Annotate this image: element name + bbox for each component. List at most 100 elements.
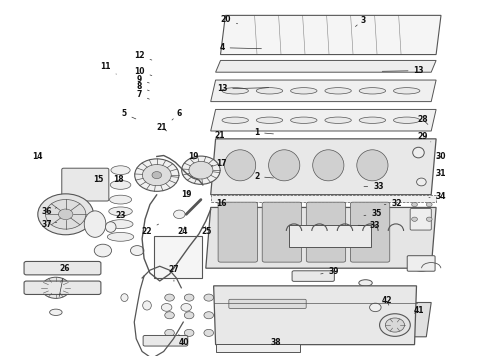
Text: 8: 8 bbox=[137, 82, 149, 91]
Ellipse shape bbox=[357, 150, 388, 181]
Text: 37: 37 bbox=[42, 220, 57, 229]
Polygon shape bbox=[206, 207, 436, 268]
Circle shape bbox=[130, 246, 144, 256]
Text: 41: 41 bbox=[414, 306, 424, 315]
Circle shape bbox=[47, 282, 65, 294]
Circle shape bbox=[168, 242, 181, 251]
FancyBboxPatch shape bbox=[143, 336, 188, 346]
Circle shape bbox=[385, 318, 405, 332]
FancyBboxPatch shape bbox=[292, 271, 334, 282]
Ellipse shape bbox=[393, 117, 420, 123]
Ellipse shape bbox=[222, 117, 248, 123]
Polygon shape bbox=[211, 139, 436, 195]
Text: 21: 21 bbox=[156, 123, 167, 132]
Ellipse shape bbox=[256, 117, 283, 123]
FancyBboxPatch shape bbox=[24, 261, 101, 275]
FancyBboxPatch shape bbox=[289, 317, 371, 339]
Polygon shape bbox=[214, 286, 416, 345]
Circle shape bbox=[184, 294, 194, 301]
Circle shape bbox=[204, 312, 214, 319]
Ellipse shape bbox=[413, 147, 424, 158]
FancyBboxPatch shape bbox=[407, 256, 435, 271]
Circle shape bbox=[380, 314, 410, 336]
Circle shape bbox=[94, 244, 112, 257]
Ellipse shape bbox=[108, 220, 133, 229]
Polygon shape bbox=[211, 109, 436, 131]
Text: 20: 20 bbox=[220, 15, 238, 24]
Circle shape bbox=[204, 329, 214, 336]
Text: 29: 29 bbox=[417, 132, 431, 142]
Text: 6: 6 bbox=[172, 109, 181, 120]
Text: 15: 15 bbox=[93, 175, 103, 184]
Circle shape bbox=[426, 217, 432, 221]
Circle shape bbox=[42, 277, 70, 298]
Polygon shape bbox=[216, 60, 436, 72]
Text: 32: 32 bbox=[384, 199, 402, 208]
Text: 12: 12 bbox=[134, 51, 152, 60]
Text: 18: 18 bbox=[113, 173, 129, 184]
Text: 19: 19 bbox=[188, 152, 198, 161]
Ellipse shape bbox=[121, 294, 128, 301]
Text: 9: 9 bbox=[137, 75, 149, 84]
Ellipse shape bbox=[325, 117, 351, 123]
FancyBboxPatch shape bbox=[229, 299, 306, 309]
Circle shape bbox=[182, 156, 220, 184]
Circle shape bbox=[38, 194, 94, 235]
Polygon shape bbox=[279, 302, 431, 337]
Text: 19: 19 bbox=[181, 190, 192, 199]
Text: 17: 17 bbox=[211, 158, 226, 167]
Text: 1: 1 bbox=[254, 128, 273, 137]
Text: 30: 30 bbox=[436, 152, 446, 161]
FancyBboxPatch shape bbox=[306, 202, 345, 262]
Ellipse shape bbox=[49, 309, 62, 315]
Circle shape bbox=[173, 210, 185, 219]
Ellipse shape bbox=[110, 180, 131, 189]
Ellipse shape bbox=[359, 87, 386, 94]
Text: 42: 42 bbox=[381, 296, 392, 305]
Text: 13: 13 bbox=[382, 66, 424, 75]
Circle shape bbox=[58, 209, 73, 220]
Ellipse shape bbox=[84, 211, 106, 237]
Text: 21: 21 bbox=[215, 131, 225, 140]
Text: 28: 28 bbox=[417, 115, 428, 125]
Circle shape bbox=[152, 172, 162, 179]
Ellipse shape bbox=[325, 87, 351, 94]
Text: 27: 27 bbox=[169, 265, 179, 281]
Text: 14: 14 bbox=[32, 152, 43, 161]
Circle shape bbox=[161, 303, 172, 311]
FancyBboxPatch shape bbox=[24, 281, 101, 294]
Circle shape bbox=[165, 312, 174, 319]
Circle shape bbox=[46, 199, 86, 229]
Text: 11: 11 bbox=[100, 62, 116, 74]
FancyBboxPatch shape bbox=[211, 195, 436, 202]
FancyBboxPatch shape bbox=[218, 202, 257, 262]
Circle shape bbox=[426, 202, 432, 207]
Text: 38: 38 bbox=[271, 338, 282, 347]
Text: 13: 13 bbox=[217, 85, 269, 94]
Text: 5: 5 bbox=[122, 109, 136, 119]
Ellipse shape bbox=[107, 233, 134, 241]
Ellipse shape bbox=[359, 280, 372, 286]
Text: 24: 24 bbox=[177, 226, 188, 236]
Circle shape bbox=[412, 202, 417, 207]
Text: 39: 39 bbox=[320, 266, 339, 275]
Circle shape bbox=[165, 294, 174, 301]
Text: 2: 2 bbox=[254, 172, 273, 181]
Circle shape bbox=[364, 313, 381, 325]
Circle shape bbox=[165, 329, 174, 336]
Ellipse shape bbox=[291, 87, 317, 94]
Ellipse shape bbox=[105, 222, 116, 232]
Circle shape bbox=[412, 217, 417, 221]
Polygon shape bbox=[211, 80, 436, 102]
Circle shape bbox=[295, 313, 313, 325]
Circle shape bbox=[191, 262, 201, 270]
Circle shape bbox=[189, 161, 213, 179]
Text: 31: 31 bbox=[436, 169, 446, 178]
Text: 7: 7 bbox=[137, 90, 149, 99]
Ellipse shape bbox=[143, 301, 151, 310]
Text: 16: 16 bbox=[216, 199, 226, 208]
Circle shape bbox=[135, 159, 179, 191]
Ellipse shape bbox=[269, 150, 300, 181]
Text: 33: 33 bbox=[364, 182, 384, 191]
Ellipse shape bbox=[111, 166, 130, 175]
